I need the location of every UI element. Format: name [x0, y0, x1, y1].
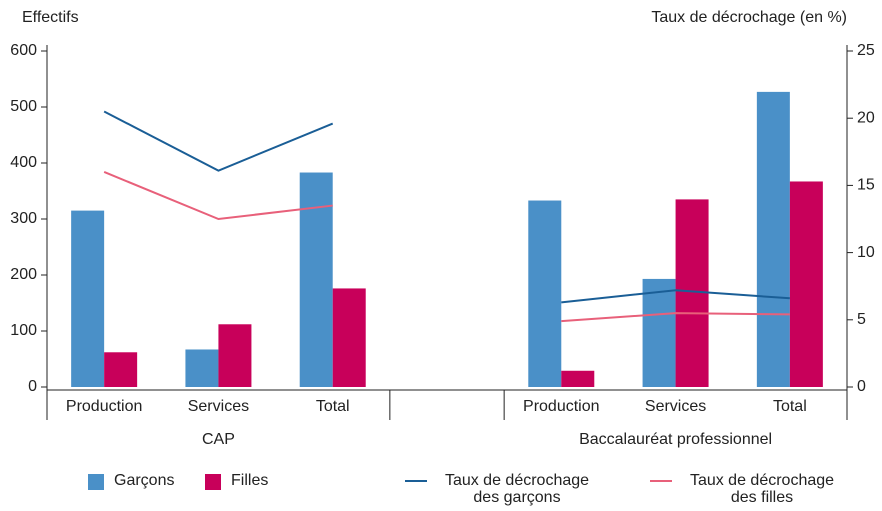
bar: [104, 352, 138, 387]
y-tick-label: 400: [10, 154, 37, 171]
group-label: CAP: [202, 431, 235, 448]
y2-tick-label: 10: [857, 244, 875, 261]
x-tick-label: Total: [773, 398, 807, 415]
bar: [218, 324, 252, 387]
legend-item: Filles: [205, 472, 268, 490]
legend-swatch: [650, 480, 672, 482]
bar: [71, 210, 105, 387]
legend-label: Filles: [231, 472, 269, 489]
legend-item: Taux de décrochage des garçons: [405, 472, 597, 506]
x-tick-label: Services: [645, 398, 706, 415]
bar: [185, 349, 219, 387]
bar: [528, 200, 562, 387]
legend-swatch: [205, 474, 221, 490]
legend-item: Taux de décrochage des filles: [650, 472, 842, 506]
x-tick-label: Production: [66, 398, 143, 415]
bar: [332, 288, 366, 387]
x-tick-label: Production: [523, 398, 600, 415]
legend-swatch: [88, 474, 104, 490]
line: [103, 171, 790, 323]
bar: [561, 370, 595, 387]
bar: [299, 172, 333, 387]
legend-label: Taux de décrochage des garçons: [444, 472, 590, 506]
y2-axis-label: Taux de décrochage (en %): [651, 9, 847, 26]
legend-label: Taux de décrochage des filles: [689, 472, 835, 506]
legend-item: Garçons: [88, 472, 174, 490]
y2-tick-label: 20: [857, 109, 875, 126]
y2-tick-label: 5: [857, 311, 866, 328]
bar: [675, 199, 709, 387]
legend-label: Garçons: [114, 472, 175, 489]
bar: [642, 278, 676, 387]
y-tick-label: 200: [10, 266, 37, 283]
y-tick-label: 100: [10, 322, 37, 339]
x-tick-label: Services: [188, 398, 249, 415]
line: [103, 110, 790, 304]
y-axis-label: Effectifs: [22, 9, 79, 26]
legend-swatch: [405, 480, 427, 482]
y-tick-label: 0: [28, 378, 37, 395]
y-tick-label: 500: [10, 98, 37, 115]
y-tick-label: 600: [10, 42, 37, 59]
y2-tick-label: 25: [857, 42, 875, 59]
x-tick-label: Total: [316, 398, 350, 415]
bar: [789, 181, 823, 387]
bar: [756, 91, 790, 387]
group-label: Baccalauréat professionnel: [579, 431, 772, 448]
y2-tick-label: 15: [857, 177, 875, 194]
y2-tick-label: 0: [857, 378, 866, 395]
y-tick-label: 300: [10, 210, 37, 227]
